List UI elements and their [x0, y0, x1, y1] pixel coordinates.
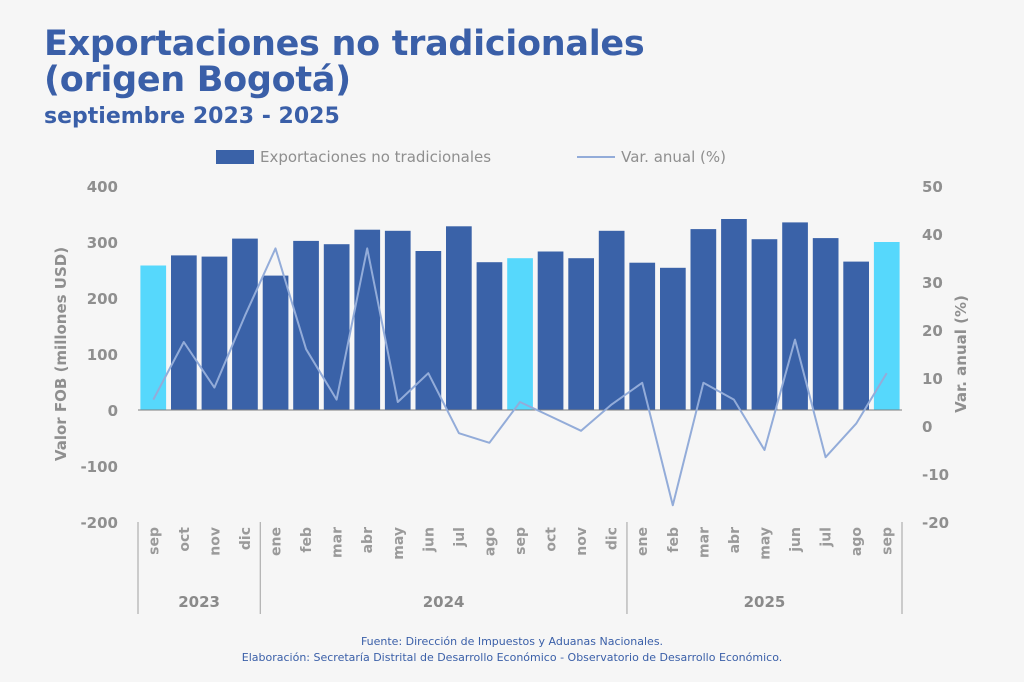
bar-23: [843, 261, 869, 410]
legend-item-line: Var. anual (%): [577, 148, 726, 166]
bar-11: [476, 262, 503, 410]
y-tick-5: -100: [80, 458, 118, 476]
x-tick-9: jun: [421, 527, 437, 553]
x-tick-19: abr: [727, 527, 743, 553]
bar-24: [873, 242, 900, 410]
y2-axis-title: Var. anual (%): [952, 295, 970, 413]
x-tick-18: mar: [696, 527, 712, 558]
x-tick-14: nov: [574, 527, 590, 556]
y-tick-1: 300: [87, 234, 118, 252]
x-tick-4: ene: [269, 527, 285, 556]
x-tick-12: sep: [513, 527, 529, 555]
bar-14: [568, 258, 594, 410]
y2-tick-4: 10: [922, 370, 943, 388]
bar-13: [537, 251, 564, 410]
chart-subtitle: septiembre 2023 - 2025: [44, 104, 340, 129]
bar-0: [140, 265, 167, 410]
x-tick-7: abr: [360, 527, 376, 553]
year-label-0: 2023: [178, 593, 220, 611]
bar-2: [201, 256, 228, 410]
bar-16: [629, 262, 656, 410]
bar-18: [690, 229, 717, 410]
legend-label-bars: Exportaciones no tradicionales: [260, 148, 492, 166]
bar-15: [598, 230, 625, 410]
y2-tick-0: 50: [922, 178, 943, 196]
bar-22: [812, 238, 839, 410]
bar-5: [293, 240, 319, 410]
y2-tick-6: -10: [922, 466, 949, 484]
x-tick-22: jul: [819, 527, 835, 548]
x-tick-21: jun: [788, 527, 804, 553]
chart-title: Exportaciones no tradicionales (origen B…: [44, 24, 645, 100]
bar-4: [262, 275, 289, 410]
x-tick-24: sep: [880, 527, 896, 555]
x-tick-11: ago: [482, 527, 498, 556]
bar-21: [782, 222, 808, 410]
y-tick-6: -200: [80, 514, 118, 532]
y2-tick-1: 40: [922, 226, 943, 244]
chart-title-line-2: (origen Bogotá): [44, 60, 351, 100]
bar-19: [721, 219, 747, 410]
x-tick-8: may: [391, 527, 407, 560]
bar-3: [232, 238, 258, 410]
x-tick-3: dic: [238, 527, 254, 550]
y-tick-3: 100: [87, 346, 118, 364]
x-tick-0: sep: [146, 527, 162, 555]
legend-item-bars: Exportaciones no tradicionales: [216, 148, 491, 166]
bar-20: [751, 239, 778, 410]
x-tick-20: may: [757, 527, 773, 560]
y2-tick-2: 30: [922, 274, 943, 292]
chart-legend: Exportaciones no tradicionales Var. anua…: [216, 148, 812, 166]
bar-17: [660, 267, 686, 410]
y2-tick-3: 20: [922, 322, 943, 340]
legend-swatch-line: [577, 156, 616, 158]
bar-12: [507, 258, 533, 410]
x-tick-5: feb: [299, 527, 315, 553]
bar-7: [354, 229, 381, 410]
y-tick-4: 0: [108, 402, 118, 420]
x-tick-1: oct: [177, 527, 193, 552]
year-label-1: 2024: [423, 593, 465, 611]
x-tick-15: dic: [605, 527, 621, 550]
x-tick-23: ago: [849, 527, 865, 556]
year-label-2: 2025: [744, 593, 786, 611]
y-axis-title: Valor FOB (millones USD): [52, 247, 70, 461]
bar-10: [446, 226, 472, 410]
y2-tick-7: -20: [922, 514, 949, 532]
x-tick-17: feb: [666, 527, 682, 553]
x-tick-6: mar: [330, 527, 346, 558]
bar-8: [384, 230, 411, 410]
x-tick-2: nov: [207, 527, 223, 556]
chart-title-line-1: Exportaciones no tradicionales: [44, 24, 645, 64]
y-tick-0: 400: [87, 178, 118, 196]
legend-label-line: Var. anual (%): [621, 148, 726, 166]
bar-6: [323, 244, 350, 410]
x-tick-10: jul: [452, 527, 468, 548]
bar-9: [415, 251, 442, 410]
x-tick-16: ene: [635, 527, 651, 556]
legend-swatch-bars: [216, 150, 254, 164]
y-tick-2: 200: [87, 290, 118, 308]
footer-source: Fuente: Dirección de Impuestos y Aduanas…: [360, 635, 664, 648]
y2-tick-5: 0: [922, 418, 932, 436]
x-tick-13: oct: [544, 527, 560, 552]
bar-1: [171, 255, 197, 410]
footer-elaboration: Elaboración: Secretaría Distrital de Des…: [241, 651, 783, 664]
